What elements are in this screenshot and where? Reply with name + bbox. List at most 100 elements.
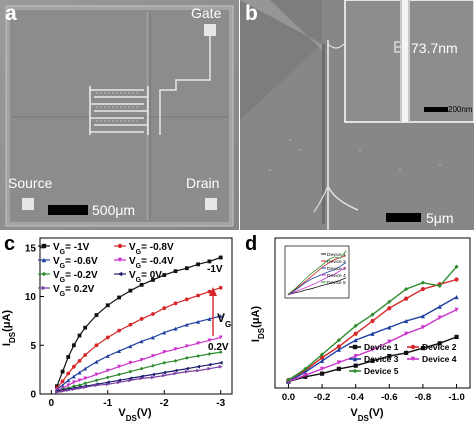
chart-c-point (66, 378, 71, 383)
chart-d-point (437, 341, 442, 346)
chart-c-point (162, 360, 167, 365)
chart-d-inset-line (287, 250, 347, 295)
chart-c-point (173, 269, 178, 274)
scalebar-b-label: 5μm (426, 210, 454, 226)
chart-d-inset-legend-label: Device 4 (327, 273, 346, 279)
scalebar-b-inset (424, 107, 448, 112)
chart-c-point (218, 364, 223, 369)
panel-b: b 73.7nm 200nm 5μm (240, 0, 474, 230)
interdigitated-electrodes (89, 86, 149, 135)
chart-c-point (173, 301, 178, 306)
chart-c-point (184, 366, 189, 371)
chart-c-point (184, 297, 189, 302)
chart-c-point (66, 383, 71, 388)
chart-c-point (173, 368, 178, 373)
chart-d-inset-line (287, 267, 347, 296)
chart-d-ylabel: IDS(μA) (250, 306, 266, 343)
panel-b-inset (344, 0, 474, 123)
chart-c-point (139, 366, 144, 371)
chart-c-ytick-label: 15 (25, 243, 37, 254)
chart-d-point (353, 353, 358, 359)
chart-c-point (139, 376, 144, 381)
chart-c-xlabel: VDS(V) (118, 407, 151, 422)
chart-c-point (77, 378, 82, 383)
chart-d-point (370, 331, 375, 336)
scalebar-b (386, 213, 421, 222)
chart-c-point (71, 343, 76, 348)
chart-c-point (151, 335, 155, 340)
chart-c-point (94, 383, 99, 388)
chart-c-ytick-label: 0 (30, 390, 36, 401)
chart-d: IDS(μA) VDS(V) 0.0 -0.2 -0.4 -0.6 -0.8 -1.0 De… (250, 237, 471, 422)
chart-d-inset-legend-label: Device 5 (327, 280, 346, 286)
chart-d-inset-legend-label: Device 1 (327, 252, 346, 258)
chart-c-point (139, 339, 144, 344)
chart-d-xlabel: VDS(V) (350, 407, 383, 422)
chart-c-point (77, 386, 82, 391)
chart-d-frame (274, 237, 471, 389)
inset-measure-label: 73.7nm (411, 40, 458, 56)
chart-c-xtick-label: -1 (103, 398, 112, 409)
chart-d-point (303, 373, 308, 378)
chart-c-point (60, 383, 65, 388)
chart-c-point (173, 326, 178, 331)
chart-c-legend-label: VG= -0.6V (53, 256, 98, 270)
chart-d-point (454, 294, 459, 300)
chart-c-point (83, 325, 88, 330)
chart-c-point (173, 371, 178, 376)
chart-d-point (454, 334, 459, 340)
chart-d-point (319, 366, 325, 371)
panel-d: IDS(μA) VDS(V) 0.0 -0.2 -0.4 -0.6 -0.8 -1.0 De… (241, 232, 474, 422)
chart-c-point (60, 379, 65, 384)
chart-c-point (94, 378, 99, 383)
chart-c-xtick-label: 0 (49, 398, 55, 409)
chart-c-legend-label: VG= 0.2V (53, 284, 95, 298)
chart-c-point (117, 372, 121, 377)
chart-c-point (105, 368, 110, 373)
chart-c-point (117, 295, 121, 300)
chart-c-point (128, 288, 133, 293)
chart-d-xtick-label: -0.4 (348, 392, 365, 403)
chart-c-legend-label: VG= -0.8V (129, 242, 174, 256)
chart-c-point (117, 378, 121, 383)
chart-d-legend-label: Device 2 (422, 342, 457, 352)
chart-c-label-bottom: 0.2V (208, 342, 229, 353)
chart-c-point (94, 313, 99, 317)
chart-c-point (196, 354, 201, 358)
chart-c-point (77, 358, 82, 363)
chart-c-legend-marker (41, 285, 47, 291)
chart-c-point (139, 374, 144, 379)
chart-c-legend-marker (41, 243, 47, 249)
chart-d-point (336, 366, 341, 371)
chart-d-point (420, 325, 426, 330)
chart-c-point (207, 317, 212, 321)
chart-c-point (184, 266, 189, 271)
chart-c-series-line (56, 287, 221, 389)
chart-d-point (353, 331, 358, 336)
chart-d-legend-label: Device 5 (364, 366, 399, 376)
chart-c-point (55, 390, 59, 394)
panel-b-micrograph (240, 0, 474, 230)
chart-d-xtick-label: 0.0 (282, 392, 295, 403)
chart-c-point (173, 358, 178, 363)
chart-c-point (218, 255, 223, 260)
chart-c-point (117, 349, 121, 353)
scalebar-a-label: 500μm (92, 202, 136, 218)
chart-c-point (128, 376, 133, 381)
chart-d-point (370, 318, 375, 324)
chart-c-point (218, 335, 223, 340)
chart-d-point (353, 363, 358, 368)
chart-c-point (94, 359, 99, 364)
chart-c-legend-label: VG= -0.4V (129, 256, 174, 270)
chart-c-xtick-label: -3 (216, 398, 225, 409)
chart-c-series-line (56, 362, 221, 392)
chart-d-point (336, 347, 341, 352)
chart-c-point (151, 375, 155, 380)
chart-c-legend-label: VG= -0.2V (53, 270, 98, 284)
chart-d-point (336, 360, 341, 365)
chart-c-point (218, 360, 223, 365)
chart-c-vg-arrowhead (209, 287, 217, 296)
chart-c-point (151, 363, 155, 368)
chart-c-point (105, 375, 110, 380)
